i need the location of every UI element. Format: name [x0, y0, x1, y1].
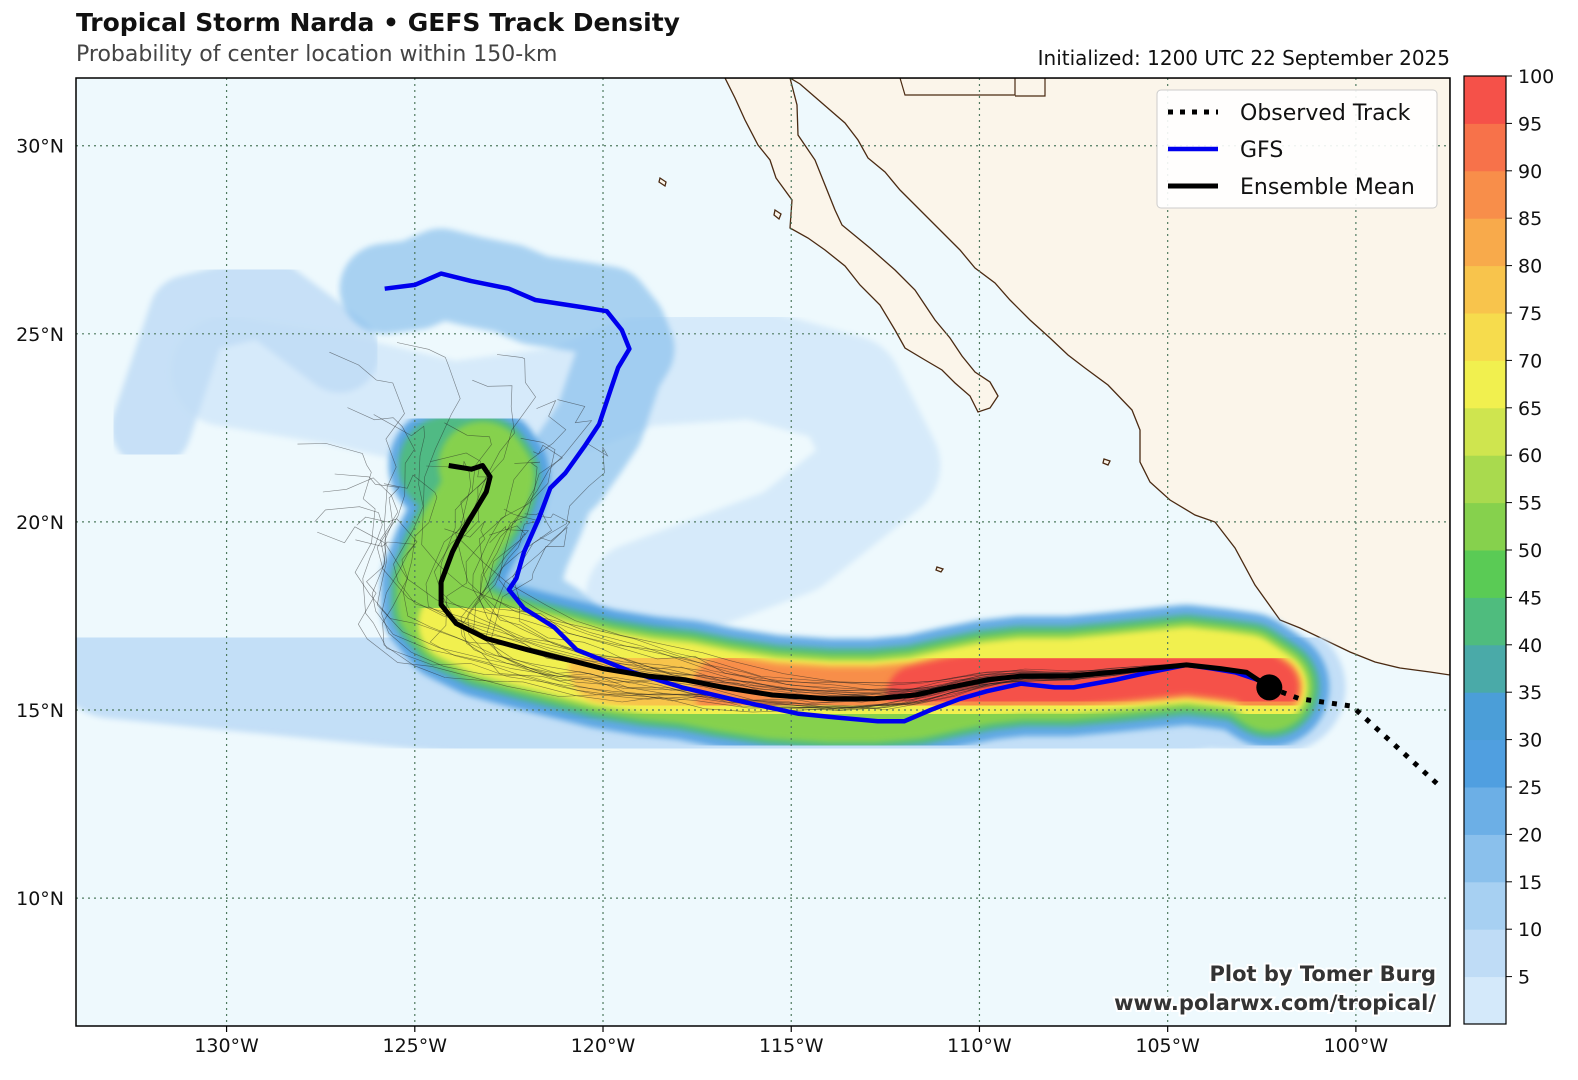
colorbar-segment: [1464, 123, 1506, 172]
density-band: [111, 256, 380, 468]
gridlines: [76, 78, 1450, 1026]
initialized-time: Initialized: 1200 UTC 22 September 2025: [1037, 46, 1450, 70]
colorbar-label: 70: [1518, 350, 1542, 372]
colorbar-segment: [1464, 502, 1506, 551]
colorbar-segment: [1464, 265, 1506, 314]
colorbar-label: 100: [1518, 66, 1554, 88]
latitude-label: 30°N: [16, 136, 64, 158]
longitude-label: 100°W: [1324, 1035, 1389, 1057]
latitude-label: 10°N: [16, 888, 64, 910]
colorbar: [1464, 76, 1506, 1025]
colorbar-label: 90: [1518, 161, 1542, 183]
map-title: Tropical Storm Narda • GEFS Track Densit…: [76, 8, 680, 37]
colorbar-segment: [1464, 739, 1506, 788]
land-island: [1102, 458, 1111, 466]
colorbar-label: 25: [1518, 777, 1542, 799]
longitude-label: 130°W: [194, 1035, 259, 1057]
colorbar-segment: [1464, 76, 1506, 124]
colorbar-segment: [1464, 787, 1506, 835]
colorbar-labels: 5 10 15 20 25 30 35 40 45 50 55 60 65 70 75 80 85 90 95 100: [1506, 66, 1554, 989]
latitude-label: 15°N: [16, 700, 64, 722]
colorbar-label: 40: [1518, 635, 1542, 657]
ensemble-mean-track-line: [438, 463, 1271, 702]
colorbar-segment: [1464, 170, 1506, 219]
us-mexico-border: [899, 78, 1046, 97]
current-position-marker: [1256, 674, 1283, 701]
colorbar-label: 10: [1518, 919, 1542, 941]
latitude-label: 25°N: [16, 324, 64, 346]
colorbar-label: 20: [1518, 824, 1542, 846]
ensemble-member-track: [329, 351, 1270, 688]
colorbar-label: 5: [1518, 967, 1530, 989]
colorbar-label: 35: [1518, 682, 1542, 704]
ensemble-member-track: [455, 379, 1270, 691]
colorbar-label: 60: [1518, 445, 1542, 467]
colorbar-segment: [1464, 976, 1506, 1025]
colorbar-label: 45: [1518, 587, 1542, 609]
colorbar-label: 85: [1518, 208, 1542, 230]
colorbar-segment: [1464, 644, 1506, 693]
colorbar-segment: [1464, 597, 1506, 646]
colorbar-segment: [1464, 360, 1506, 409]
colorbar-segment: [1464, 407, 1506, 456]
colorbar-label: 65: [1518, 398, 1542, 420]
legend-label-gfs: GFS: [1240, 138, 1283, 163]
legend: Observed Track GFS Ensemble Mean: [1156, 89, 1438, 209]
legend-box: [1156, 89, 1438, 209]
land-island: [658, 176, 667, 188]
land-island: [935, 566, 945, 573]
colorbar-segment: [1464, 455, 1506, 504]
longitude-label: 120°W: [571, 1035, 636, 1057]
longitude-labels: 130°W 125°W 120°W 115°W 110°W 105°W 100°W: [194, 1026, 1388, 1057]
map-subtitle: Probability of center location within 15…: [76, 42, 558, 67]
colorbar-label: 30: [1518, 730, 1542, 752]
legend-label-observed: Observed Track: [1240, 101, 1411, 126]
colorbar-label: 15: [1518, 872, 1542, 894]
land-baja-california: [724, 78, 999, 413]
colorbar-segment: [1464, 313, 1506, 361]
ensemble-member-track: [490, 526, 1270, 710]
latitude-labels: 10°N 15°N 20°N 25°N 30°N: [16, 136, 64, 910]
colorbar-segment: [1464, 881, 1506, 930]
colorbar-label: 50: [1518, 540, 1542, 562]
longitude-label: 125°W: [383, 1035, 448, 1057]
colorbar-label: 95: [1518, 113, 1542, 135]
longitude-label: 110°W: [947, 1035, 1012, 1057]
latitude-label: 20°N: [16, 512, 64, 534]
legend-label-mean: Ensemble Mean: [1240, 175, 1415, 200]
credit-url: www.polarwx.com/tropical/: [1114, 991, 1436, 1015]
credit-author: Plot by Tomer Burg: [1210, 962, 1437, 986]
colorbar-segment: [1464, 218, 1506, 267]
colorbar-label: 75: [1518, 303, 1542, 325]
colorbar-segment: [1464, 834, 1506, 883]
colorbar-segment: [1464, 692, 1506, 741]
longitude-label: 105°W: [1135, 1035, 1200, 1057]
colorbar-segment: [1464, 550, 1506, 598]
colorbar-segment: [1464, 929, 1506, 978]
density-band: [171, 308, 941, 653]
colorbar-label: 55: [1518, 493, 1542, 515]
land-mexico-mainland: [725, 78, 1450, 676]
map-frame: [75, 77, 1451, 1027]
gfs-track-line: [384, 271, 1271, 724]
ensemble-member-track: [355, 539, 1270, 713]
land-island: [773, 208, 782, 221]
ensemble-member-track: [460, 354, 1270, 688]
longitude-label: 115°W: [759, 1035, 824, 1057]
colorbar-label: 80: [1518, 256, 1542, 278]
